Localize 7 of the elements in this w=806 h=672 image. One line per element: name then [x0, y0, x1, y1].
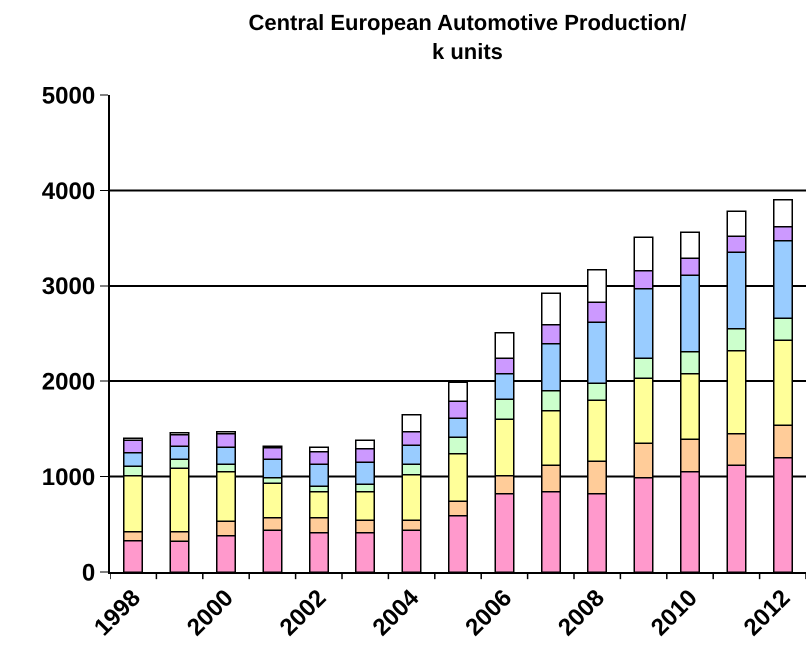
y-tick-label: 4000: [42, 178, 96, 205]
chart-title: Central European Automotive Production/ k units: [248, 10, 686, 64]
y-tick-label: 5000: [42, 82, 96, 110]
y-tick-label: 3000: [42, 273, 96, 300]
y-tick-label: 2000: [42, 368, 96, 396]
y-tick-label: 0: [82, 559, 96, 586]
y-tick-label: 1000: [42, 464, 96, 491]
